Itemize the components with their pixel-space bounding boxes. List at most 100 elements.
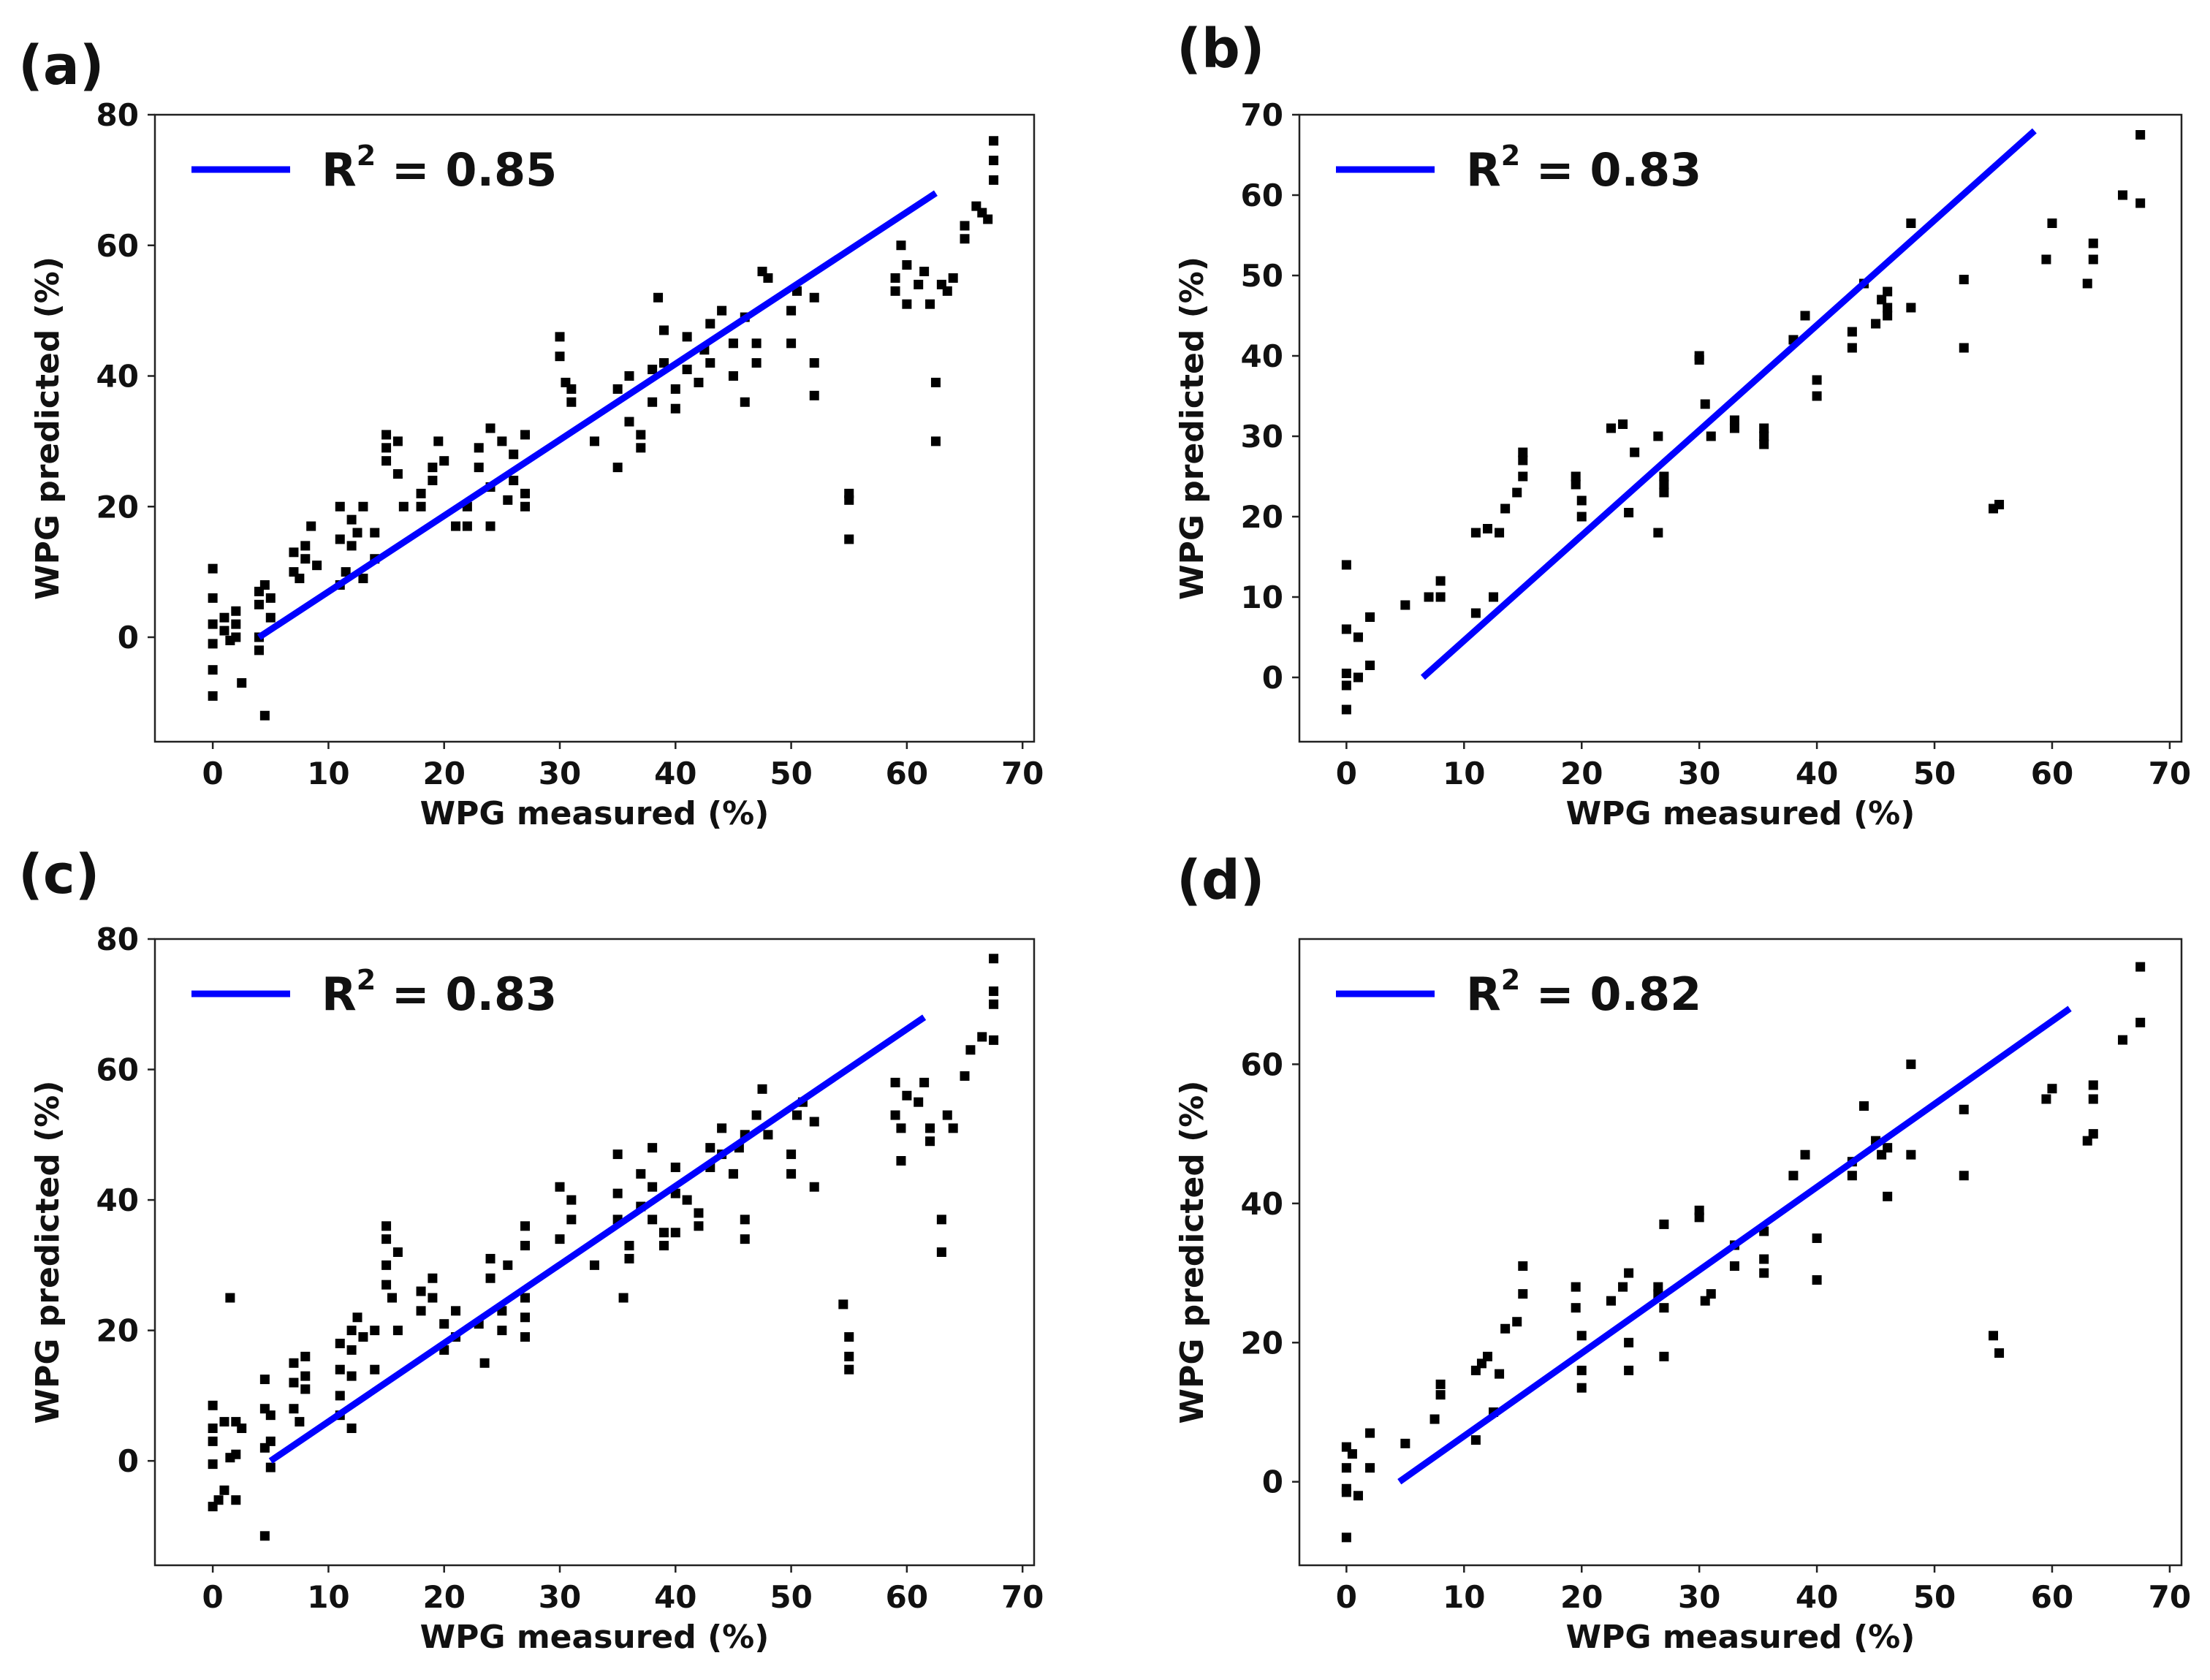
data-point [2135, 962, 2146, 972]
y-tick-label: 0 [1262, 660, 1283, 696]
data-point [612, 1149, 623, 1160]
data-point [717, 1123, 727, 1133]
data-point [1700, 399, 1710, 409]
data-point [213, 1495, 224, 1505]
data-point [208, 665, 218, 675]
legend-label: R2 = 0.83 [1466, 140, 1701, 197]
data-point [925, 299, 935, 309]
data-point [624, 1253, 634, 1263]
data-point [740, 1215, 750, 1225]
data-point [751, 1110, 762, 1120]
x-tick-label: 0 [1336, 756, 1357, 791]
data-point [1759, 439, 1769, 449]
panel-3: (d) 0 10 20 30 40 50 60 70 0 20 40 60 WPG measured (%… [1174, 849, 2191, 1656]
data-point [300, 1371, 311, 1381]
data-point [1883, 311, 1893, 321]
data-point [809, 358, 819, 368]
data-point [1435, 1390, 1446, 1400]
data-point [1659, 471, 1669, 482]
y-tick-label: 80 [96, 97, 139, 133]
panel-label: (a) [18, 34, 105, 97]
data-point [1659, 1219, 1669, 1229]
legend-superscript: 2 [357, 964, 376, 996]
data-point [989, 986, 999, 996]
data-point [237, 1424, 247, 1434]
legend-r: R [1466, 968, 1501, 1021]
data-point [1630, 447, 1640, 457]
x-tick-label: 20 [1560, 1579, 1603, 1615]
data-point [265, 1410, 276, 1421]
panel-2: (c) 0 10 20 30 40 50 60 70 0 20 40 60 80 WPG measured … [18, 843, 1044, 1656]
data-point [1759, 1268, 1769, 1278]
data-point [694, 377, 704, 387]
data-point [1906, 1149, 1916, 1160]
data-point [237, 678, 247, 688]
data-point [942, 1110, 952, 1120]
data-point [289, 1358, 299, 1368]
data-point [1400, 600, 1410, 610]
data-point [566, 384, 577, 394]
legend-superscript: 2 [357, 140, 376, 172]
data-point [658, 1241, 669, 1251]
x-tick-label: 50 [1913, 756, 1956, 791]
data-point [902, 299, 912, 309]
data-point [416, 501, 426, 512]
x-axis-title: WPG measured (%) [420, 1619, 770, 1656]
legend-label: R2 = 0.85 [322, 140, 557, 197]
data-point [919, 1077, 930, 1087]
data-point [896, 240, 906, 251]
data-point [1759, 431, 1769, 441]
data-point [792, 1110, 802, 1120]
data-point [1706, 1289, 1716, 1299]
data-point [1435, 1379, 1446, 1389]
data-point [624, 1241, 634, 1251]
data-point [728, 371, 738, 381]
data-point [2088, 238, 2098, 248]
data-point [2088, 1129, 2098, 1139]
data-point [705, 319, 715, 329]
data-point [352, 1312, 362, 1323]
data-point [208, 1424, 218, 1434]
data-point [705, 1143, 715, 1153]
fit-line [268, 1014, 927, 1464]
data-point [1659, 479, 1669, 490]
data-point [1470, 1435, 1481, 1445]
legend-value: = 0.85 [376, 143, 557, 197]
data-point [312, 560, 322, 571]
data-point [1706, 431, 1716, 441]
data-point [219, 612, 229, 623]
data-point [844, 1351, 854, 1361]
data-point [902, 260, 912, 270]
data-point [259, 580, 270, 590]
data-point [648, 1143, 658, 1153]
y-tick-label: 30 [1241, 419, 1283, 455]
data-point [462, 521, 472, 531]
x-tick-label: 50 [1913, 1579, 1956, 1615]
data-point [1659, 1303, 1669, 1313]
legend-value: = 0.82 [1520, 968, 1701, 1021]
data-point [2135, 198, 2146, 208]
x-tick-label: 0 [1336, 1579, 1357, 1615]
data-point [428, 1293, 438, 1303]
data-point [838, 1299, 848, 1310]
data-point [1353, 632, 1363, 642]
data-point [936, 1247, 946, 1257]
data-point [989, 999, 999, 1009]
plot-frame [1298, 938, 2183, 1567]
y-tick-label: 70 [1241, 97, 1283, 133]
data-point [335, 501, 345, 512]
y-axis-title: WPG predicted (%) [1174, 1081, 1211, 1424]
x-tick-label: 10 [307, 756, 349, 791]
data-point [1571, 1282, 1581, 1292]
data-point [648, 397, 658, 407]
data-point [503, 495, 513, 505]
data-point [1858, 1101, 1869, 1111]
data-point [624, 417, 634, 427]
data-point [1624, 1268, 1634, 1278]
data-point [300, 541, 311, 551]
data-point [254, 645, 264, 655]
data-point [989, 954, 999, 964]
data-point [670, 403, 680, 414]
x-tick-label: 30 [1678, 1579, 1720, 1615]
y-tick-label: 0 [118, 1443, 139, 1479]
